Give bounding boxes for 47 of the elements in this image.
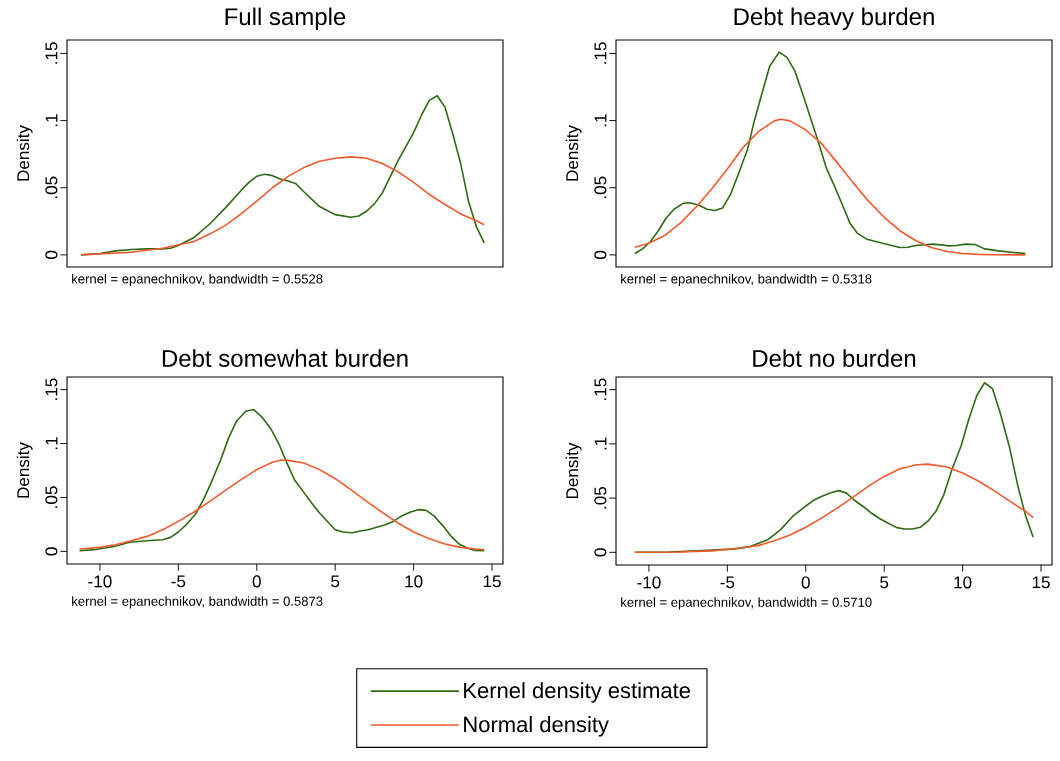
y-tick-label: .15 bbox=[45, 378, 58, 400]
line-series bbox=[634, 118, 1027, 256]
line-series bbox=[78, 408, 485, 552]
y-tick-label: .05 bbox=[45, 176, 58, 199]
legend-label: Kernel density estimate bbox=[464, 682, 690, 703]
chart-title: Full sample bbox=[225, 7, 346, 30]
text: kernel = epanechnikov, bandwidth = 0.5528 bbox=[72, 273, 323, 287]
y-tick-label: 0 bbox=[594, 548, 607, 557]
x-tick-label: -5 bbox=[171, 575, 186, 588]
text: kernel = epanechnikov, bandwidth = 0.5318 bbox=[621, 273, 872, 287]
text: kernel = epanechnikov, bandwidth = 0.5710 bbox=[621, 597, 872, 610]
y-tick-label: 0 bbox=[45, 547, 58, 556]
text: kernel = epanechnikov, bandwidth = 0.5873 bbox=[72, 596, 323, 609]
x-tick-label: 10 bbox=[405, 575, 423, 588]
y-tick-label: .15 bbox=[594, 42, 607, 64]
y-axis-title: Density bbox=[565, 442, 582, 499]
x-tick-label: 5 bbox=[331, 575, 340, 588]
y-tick-label: .1 bbox=[45, 437, 58, 450]
y-axis-title: Density bbox=[565, 125, 582, 181]
x-tick-label: -10 bbox=[88, 575, 112, 588]
line-series bbox=[634, 463, 1034, 554]
x-tick-label: -10 bbox=[637, 576, 661, 589]
legend-label: Normal density bbox=[464, 716, 609, 737]
y-tick-label: .05 bbox=[594, 176, 607, 199]
x-tick-label: 10 bbox=[954, 576, 972, 589]
chart-title: Debt heavy burden bbox=[734, 7, 934, 30]
y-tick-label: .1 bbox=[594, 437, 607, 450]
y-axis-title: Density bbox=[16, 125, 33, 181]
y-tick-label: .1 bbox=[45, 114, 58, 127]
x-tick-label: 15 bbox=[1032, 576, 1050, 589]
y-tick-label: .1 bbox=[594, 114, 607, 127]
x-tick-label: 0 bbox=[801, 576, 810, 589]
y-tick-label: .15 bbox=[594, 378, 607, 400]
line-series bbox=[78, 459, 485, 551]
line-series bbox=[634, 381, 1034, 554]
y-tick-label: .15 bbox=[45, 42, 58, 64]
y-tick-label: 0 bbox=[594, 250, 607, 259]
y-tick-label: .05 bbox=[45, 486, 58, 508]
chart-title: Debt somewhat burden bbox=[162, 349, 408, 367]
x-tick-label: 0 bbox=[252, 575, 261, 588]
y-axis-title: Density bbox=[16, 442, 33, 498]
y-tick-label: 0 bbox=[45, 250, 58, 259]
x-tick-label: 5 bbox=[880, 576, 889, 589]
x-tick-label: -5 bbox=[720, 576, 735, 589]
y-tick-label: .05 bbox=[594, 486, 607, 509]
x-tick-label: 15 bbox=[483, 575, 501, 588]
chart-title: Debt no burden bbox=[753, 349, 916, 367]
